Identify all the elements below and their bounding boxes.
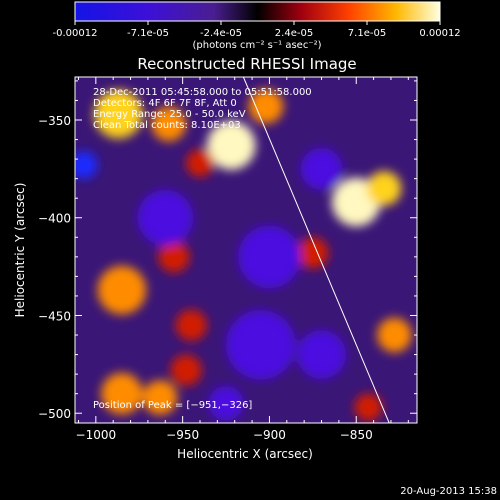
intensity-blob	[75, 151, 98, 179]
intensity-blob	[300, 148, 343, 190]
x-tick-label: −950	[166, 428, 199, 442]
y-tick-label: −350	[38, 114, 71, 128]
intensity-blob	[97, 265, 147, 315]
colorbar-tick-label: -0.00012	[53, 28, 98, 39]
colorbar	[75, 2, 440, 21]
info-line: Energy Range: 25.0 - 50.0 keV	[93, 109, 246, 120]
colorbar-tick-label: -7.1e-05	[127, 28, 169, 39]
x-tick-label: −1000	[76, 428, 117, 442]
intensity-blob	[175, 309, 207, 341]
info-line: Clean Total counts: 8.10E+03	[93, 120, 241, 131]
chart-title: Reconstructed RHESSI Image	[137, 55, 356, 73]
x-tick-label: −850	[340, 428, 373, 442]
y-tick-label: −400	[38, 212, 71, 226]
intensity-blob	[248, 88, 284, 124]
colorbar-tick-labels: -0.00012 -7.1e-05 -2.4e-05 2.4e-05 7.1e-05 0.…	[53, 28, 461, 39]
info-line: 28-Dec-2011 05:45:58.000 to 05:51:58.000	[93, 87, 312, 98]
intensity-blob	[238, 225, 301, 289]
x-tick-label: −900	[253, 428, 286, 442]
colorbar-tick-label: 7.1e-05	[348, 28, 386, 39]
info-line: Detectors: 4F 6F 7F 8F, Att 0	[93, 98, 237, 109]
info-overlay: 28-Dec-2011 05:45:58.000 to 05:51:58.000…	[93, 87, 312, 131]
intensity-blob	[208, 386, 244, 421]
colorbar-unit-label: (photons cm⁻² s⁻¹ asec⁻²)	[192, 40, 321, 51]
colorbar-tick-label: -2.4e-05	[200, 28, 242, 39]
intensity-blob	[170, 354, 202, 386]
colorbar-tick-label: 2.4e-05	[275, 28, 313, 39]
colorbar-tick-label: 0.00012	[419, 28, 460, 39]
intensity-blob	[377, 317, 412, 353]
solar-limb-line	[242, 77, 390, 423]
intensity-blob	[354, 393, 383, 422]
intensity-blob	[297, 330, 346, 379]
y-axis-label: Heliocentric Y (arcsec)	[13, 183, 27, 318]
intensity-blob	[186, 149, 214, 177]
y-tick-label: −450	[38, 309, 71, 323]
intensity-blob	[137, 189, 194, 246]
intensity-blob	[158, 241, 190, 273]
intensity-blob	[206, 121, 256, 170]
x-axis: −1000 −950 −900 −850	[76, 77, 409, 442]
intensity-blob	[151, 106, 187, 142]
intensity-blob	[94, 89, 143, 139]
intensity-blob	[366, 171, 402, 206]
intensity-blob	[101, 372, 143, 415]
y-tick-label: −500	[38, 407, 71, 421]
x-axis-label: Heliocentric X (arcsec)	[177, 447, 313, 461]
y-axis: −350 −400 −450 −500	[38, 80, 417, 421]
colorbar-ticks	[74, 21, 441, 25]
heatmap-image	[75, 77, 417, 423]
peak-position-label: Position of Peak = [−951,−326]	[93, 400, 252, 411]
plot-frame	[74, 76, 418, 424]
intensity-blob	[142, 380, 178, 415]
intensity-blob	[226, 310, 296, 380]
footer-date: 20-Aug-2013 15:38	[400, 486, 497, 497]
